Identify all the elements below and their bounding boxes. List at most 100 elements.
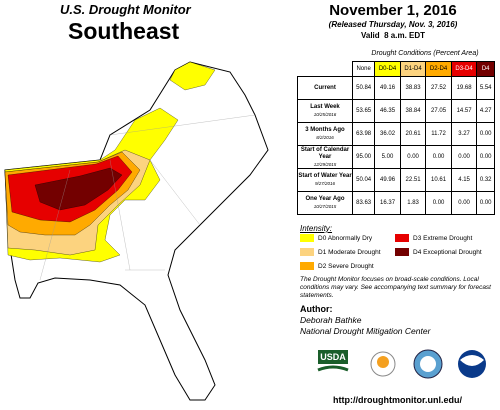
- map: [4, 61, 269, 401]
- state-line: [39, 169, 71, 281]
- row-date: 10/25/2016: [313, 112, 337, 117]
- value-cell: 50.84: [351, 76, 376, 100]
- row-label: Last Week 10/25/2016: [297, 99, 353, 123]
- table-row: One Year Ago 10/27/2015 83.63 16.37 1.83 0.00…: [297, 191, 495, 215]
- region-outline: [4, 61, 269, 401]
- column-header: None: [351, 61, 376, 77]
- legend-item: D2 Severe Drought: [300, 262, 374, 270]
- legend-label: D1 Moderate Drought: [318, 248, 381, 256]
- date: November 1, 2016: [329, 2, 457, 19]
- row-label-text: Current: [314, 84, 336, 91]
- value-cell: 5.54: [476, 76, 495, 100]
- table-caption: Drought Conditions (Percent Area): [371, 50, 479, 57]
- row-label: Start of Water Year 9/27/2016: [297, 168, 353, 192]
- corner-cell: [298, 62, 353, 77]
- value-cell: 53.65: [351, 99, 376, 123]
- value-cell: 36.02: [374, 122, 401, 146]
- header-row: None D0-D4 D1-D4 D2-D4 D3-D4 D4: [298, 61, 495, 77]
- legend-label: D4 Exceptional Drought: [413, 248, 482, 256]
- value-cell: 63.98: [351, 122, 376, 146]
- legend-swatch: [300, 262, 314, 270]
- legend-item: D3 Extreme Drought: [395, 234, 472, 242]
- value-cell: 27.05: [425, 99, 452, 123]
- legend-swatch: [300, 234, 314, 242]
- value-cell: 0.00: [425, 145, 452, 169]
- valid: Valid 8 a.m. EDT: [360, 31, 426, 40]
- row-label-text: 3 Months Ago: [305, 127, 345, 133]
- noaa-logo-bird: [460, 355, 484, 366]
- value-cell: 46.35: [374, 99, 401, 123]
- author-org: National Drought Mitigation Center: [300, 326, 431, 336]
- value-cell: 0.00: [450, 191, 478, 215]
- table-row: Current 50.84 49.16 38.83 27.52 19.68 5.54: [297, 76, 495, 100]
- value-cell: 1.83: [399, 191, 427, 215]
- region: Southeast: [68, 18, 180, 44]
- value-cell: 49.96: [374, 168, 401, 192]
- row-date: 12/29/2015: [313, 161, 337, 167]
- value-cell: 14.57: [450, 99, 478, 123]
- row-label: One Year Ago 10/27/2015: [297, 191, 353, 215]
- value-cell: 3.27: [450, 122, 478, 146]
- value-cell: 20.61: [399, 122, 427, 146]
- legend-item: D1 Moderate Drought: [300, 248, 381, 256]
- title: U.S. Drought Monitor: [60, 2, 191, 17]
- state-lines: [39, 114, 256, 281]
- column-header: D2-D4: [425, 61, 452, 77]
- logos: USDA: [317, 349, 486, 379]
- legend-swatch: [300, 248, 314, 256]
- row-label: 3 Months Ago 8/2/2016: [297, 122, 353, 146]
- value-cell: 49.16: [374, 76, 401, 100]
- legend-item: D4 Exceptional Drought: [395, 248, 482, 256]
- column-header: D1-D4: [399, 61, 427, 77]
- d0-area-va: [169, 61, 216, 91]
- legend-swatch: [395, 234, 409, 242]
- value-cell: 50.04: [351, 168, 376, 192]
- row-label-text: Start of Calendar Year: [300, 146, 350, 160]
- value-cell: 0.00: [476, 145, 495, 169]
- value-cell: 0.00: [399, 145, 427, 169]
- usda-logo: USDA: [320, 352, 346, 362]
- row-label: Current: [297, 76, 353, 100]
- value-cell: 83.63: [351, 191, 376, 215]
- row-date: 8/2/2016: [316, 135, 334, 140]
- value-cell: 10.61: [425, 168, 452, 192]
- released: (Released Thursday, Nov. 3, 2016): [328, 20, 458, 29]
- row-label-text: One Year Ago: [305, 196, 345, 202]
- legend: D0 Abnormally Dry D1 Moderate Drought D2 S…: [300, 234, 495, 274]
- table-row: 3 Months Ago 8/2/2016 63.98 36.02 20.61 11.72…: [297, 122, 495, 146]
- value-cell: 0.00: [450, 145, 478, 169]
- author-heading: Author:: [300, 304, 333, 314]
- state-line: [149, 159, 201, 226]
- ndmc-logo-sun: [377, 356, 389, 368]
- value-cell: 19.68: [450, 76, 478, 100]
- column-header: D4: [476, 61, 495, 77]
- table-row: Start of Calendar Year 12/29/2015 95.00 5.0…: [297, 145, 495, 169]
- value-cell: 0.00: [476, 191, 495, 215]
- url[interactable]: http://droughtmonitor.unl.edu/: [333, 395, 462, 405]
- doc-logo-inner: [420, 356, 436, 372]
- table-row: Start of Water Year 9/27/2016 50.04 49.96 22…: [297, 168, 495, 192]
- value-cell: 11.72: [425, 122, 452, 146]
- state-line: [109, 159, 131, 271]
- legend-label: D0 Abnormally Dry: [318, 234, 373, 242]
- usda-logo-mark: [318, 350, 348, 364]
- value-cell: 4.15: [450, 168, 478, 192]
- legend-swatch: [395, 248, 409, 256]
- state-line: [109, 114, 256, 136]
- column-header: D3-D4: [450, 61, 478, 77]
- author-name: Deborah Bathke: [300, 315, 362, 325]
- legend-label: D3 Extreme Drought: [413, 234, 473, 242]
- legend-title: Intensity:: [300, 224, 333, 233]
- table-row: Last Week 10/25/2016 53.65 46.35 38.84 27.05 1…: [297, 99, 495, 123]
- value-cell: 5.00: [374, 145, 401, 169]
- value-cell: 0.00: [425, 191, 452, 215]
- value-cell: 95.00: [351, 145, 376, 169]
- note: The Drought Monitor focuses on broad-sca…: [300, 276, 491, 299]
- legend-item: D0 Abnormally Dry: [300, 234, 372, 242]
- legend-label: D2 Severe Drought: [318, 262, 374, 270]
- row-label: Start of Calendar Year 12/29/2015: [297, 145, 353, 169]
- d4-area: [34, 167, 123, 211]
- usda-swoosh: [317, 365, 349, 372]
- row-label-text: Start of Water Year: [298, 173, 352, 179]
